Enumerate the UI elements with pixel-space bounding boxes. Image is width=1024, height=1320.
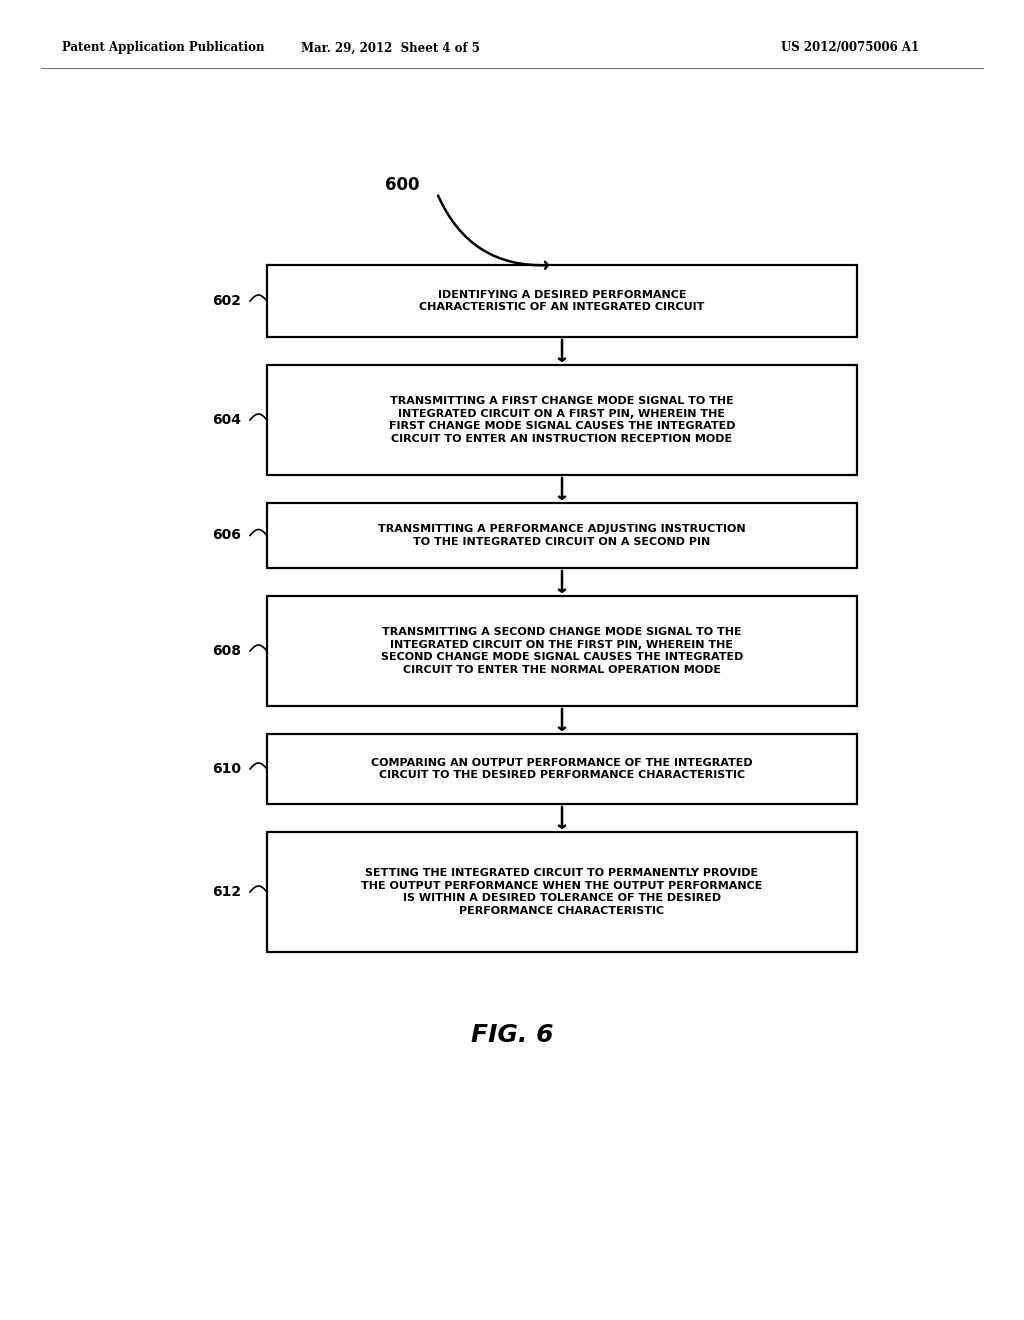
Text: FIG. 6: FIG. 6 — [471, 1023, 553, 1047]
Bar — [267, 734, 857, 804]
Text: 602: 602 — [212, 294, 241, 308]
Text: 612: 612 — [212, 884, 241, 899]
Text: 608: 608 — [212, 644, 241, 657]
Text: 604: 604 — [212, 413, 241, 426]
Text: TRANSMITTING A SECOND CHANGE MODE SIGNAL TO THE
INTEGRATED CIRCUIT ON THE FIRST : TRANSMITTING A SECOND CHANGE MODE SIGNAL… — [381, 627, 743, 676]
Text: TRANSMITTING A FIRST CHANGE MODE SIGNAL TO THE
INTEGRATED CIRCUIT ON A FIRST PIN: TRANSMITTING A FIRST CHANGE MODE SIGNAL … — [389, 396, 735, 445]
Text: 600: 600 — [385, 176, 420, 194]
Text: TRANSMITTING A PERFORMANCE ADJUSTING INSTRUCTION
TO THE INTEGRATED CIRCUIT ON A : TRANSMITTING A PERFORMANCE ADJUSTING INS… — [378, 524, 745, 546]
Bar — [267, 366, 857, 475]
Text: 606: 606 — [212, 528, 241, 543]
Text: Patent Application Publication: Patent Application Publication — [62, 41, 264, 54]
Text: COMPARING AN OUTPUT PERFORMANCE OF THE INTEGRATED
CIRCUIT TO THE DESIRED PERFORM: COMPARING AN OUTPUT PERFORMANCE OF THE I… — [371, 758, 753, 780]
Text: 610: 610 — [212, 762, 241, 776]
Text: US 2012/0075006 A1: US 2012/0075006 A1 — [781, 41, 920, 54]
Bar — [267, 597, 857, 706]
Bar — [267, 832, 857, 952]
Text: SETTING THE INTEGRATED CIRCUIT TO PERMANENTLY PROVIDE
THE OUTPUT PERFORMANCE WHE: SETTING THE INTEGRATED CIRCUIT TO PERMAN… — [361, 867, 763, 916]
Bar — [267, 503, 857, 568]
Bar — [267, 265, 857, 337]
Text: IDENTIFYING A DESIRED PERFORMANCE
CHARACTERISTIC OF AN INTEGRATED CIRCUIT: IDENTIFYING A DESIRED PERFORMANCE CHARAC… — [419, 289, 705, 313]
Text: Mar. 29, 2012  Sheet 4 of 5: Mar. 29, 2012 Sheet 4 of 5 — [301, 41, 479, 54]
